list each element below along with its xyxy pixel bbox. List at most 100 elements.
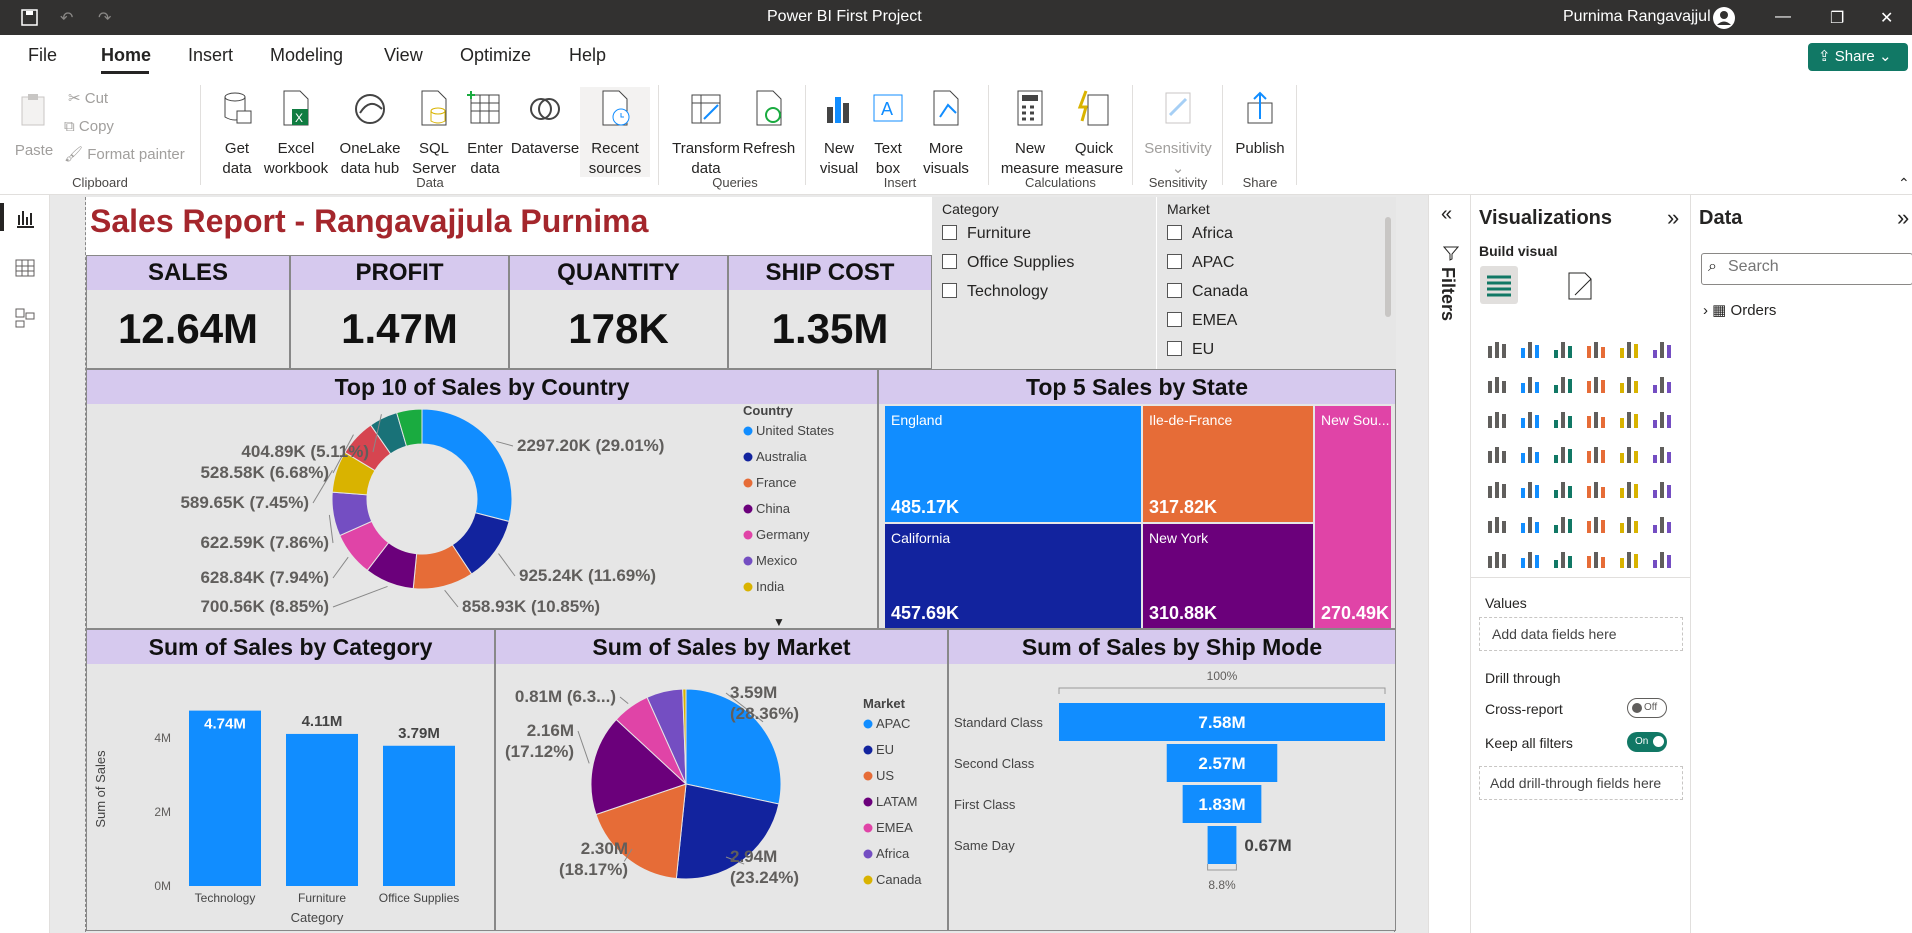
format-visual-tab-icon[interactable] [1563, 269, 1597, 303]
quick-measure-button[interactable]: Quick measure [1062, 89, 1126, 179]
funnel-bar[interactable] [1207, 826, 1237, 864]
copy-button[interactable]: ⧉ Copy [64, 117, 114, 137]
treemap-tile-california[interactable]: California 457.69K [885, 524, 1141, 628]
pie-slice[interactable] [590, 718, 687, 816]
checkbox[interactable] [1167, 254, 1182, 269]
publish-button[interactable]: Publish [1232, 89, 1288, 159]
legend-item[interactable]: US [876, 768, 894, 783]
slicer-scrollbar[interactable] [1385, 217, 1391, 317]
collapse-ribbon-icon[interactable]: ⌃ [1898, 175, 1910, 191]
more-visuals-icon[interactable] [1648, 545, 1674, 571]
table-view-icon[interactable] [14, 257, 36, 279]
multi-row-card-icon[interactable] [1648, 440, 1674, 466]
legend-item[interactable]: APAC [876, 716, 910, 731]
sql-server-button[interactable]: SQL Server [412, 89, 456, 179]
menu-home[interactable]: Home [101, 45, 152, 65]
undo-icon[interactable]: ↶ [60, 10, 74, 27]
ribbon-chart-icon[interactable] [1648, 370, 1674, 396]
values-drop-well[interactable]: Add data fields here [1479, 617, 1683, 651]
legend-scroll-down-icon[interactable]: ▼ [773, 615, 785, 628]
donut-chart-icon[interactable] [1615, 405, 1641, 431]
legend-item[interactable]: China [756, 501, 791, 516]
enter-data-button[interactable]: Enter data [462, 89, 508, 179]
report-view-icon[interactable] [14, 207, 36, 229]
power-automate-icon[interactable] [1615, 545, 1641, 571]
menu-modeling[interactable]: Modeling [270, 45, 344, 65]
format-painter-button[interactable]: 🖌 Format painter [64, 145, 185, 165]
clustered-bar-chart-icon[interactable] [1549, 335, 1575, 361]
get-data-button[interactable]: Get data [212, 89, 262, 179]
menu-help[interactable]: Help [569, 45, 607, 65]
menu-insert[interactable]: Insert [188, 45, 234, 65]
power-apps-icon[interactable] [1582, 545, 1608, 571]
legend-item[interactable]: Mexico [756, 553, 797, 568]
kpi-icon[interactable] [1483, 475, 1509, 501]
checkbox[interactable] [1167, 341, 1182, 356]
funnel-bar[interactable] [1182, 785, 1262, 823]
menu-file[interactable]: File [28, 45, 58, 65]
100-bar-chart-icon[interactable] [1615, 335, 1641, 361]
legend-item[interactable]: India [756, 579, 785, 594]
filled-map-icon[interactable] [1516, 440, 1542, 466]
minimize-icon[interactable]: — [1775, 8, 1791, 25]
legend-item[interactable]: Germany [756, 527, 810, 542]
table-icon[interactable] [1549, 475, 1575, 501]
bar-chart[interactable]: 0M 2M 4M Sum of Sales 4.74M Technology 4.11M Fu… [87, 664, 494, 930]
kpi-card-ship-cost[interactable]: SHIP COST 1.35M [728, 255, 932, 369]
search-box[interactable]: ⌕ [1701, 253, 1912, 285]
user-name[interactable]: Purnima Rangavajjul [1563, 8, 1711, 25]
funnel-bar[interactable] [1059, 703, 1385, 741]
category-slicer[interactable]: Category Furniture Office Supplies Techn… [932, 197, 1156, 369]
treemap-tile-new-york[interactable]: New York 310.88K [1143, 524, 1313, 628]
title-box[interactable]: Sales Report - Rangavajjula Purnima [86, 197, 932, 255]
waterfall-chart-icon[interactable] [1483, 405, 1509, 431]
bar[interactable] [286, 733, 358, 886]
recent-sources-button[interactable]: Recent sources [580, 87, 650, 177]
new-visual-button[interactable]: New visual [816, 89, 862, 179]
checkbox[interactable] [942, 225, 957, 240]
legend-item[interactable]: France [756, 475, 796, 490]
slicer-option-furniture[interactable]: Furniture [942, 225, 1031, 243]
line-column-chart-icon[interactable] [1582, 370, 1608, 396]
legend-item[interactable]: United States [756, 423, 835, 438]
excel-workbook-button[interactable]: X Excel workbook [262, 89, 330, 179]
treemap-tile-ile-de-france[interactable]: Ile-de-France 317.82K [1143, 406, 1313, 522]
refresh-button[interactable]: Refresh [742, 89, 796, 159]
kpi-card-quantity[interactable]: QUANTITY 178K [509, 255, 728, 369]
share-button[interactable]: ⇪ Share ⌄ [1808, 43, 1908, 71]
stacked-area-chart-icon[interactable] [1549, 370, 1575, 396]
state-treemap-visual[interactable]: Top 5 Sales by State England 485.17K Ile-… [878, 369, 1396, 629]
line-clustered-chart-icon[interactable] [1615, 370, 1641, 396]
shipmode-funnel-visual[interactable]: Sum of Sales by Ship Mode 100% 7.58M Stand… [948, 629, 1396, 931]
checkbox[interactable] [942, 283, 957, 298]
key-influencers-icon[interactable] [1516, 510, 1542, 536]
pie-chart[interactable]: 3.59M (28.36%) 2.94M (23.24%) 2.30M (18.17%) 2… [496, 664, 947, 930]
card-icon[interactable] [1615, 440, 1641, 466]
legend-item[interactable]: EU [876, 742, 894, 757]
qa-icon[interactable] [1549, 510, 1575, 536]
stacked-column-chart-icon[interactable] [1516, 335, 1542, 361]
drill-through-drop-well[interactable]: Add drill-through fields here [1479, 766, 1683, 800]
pie-slice[interactable] [682, 688, 687, 785]
save-icon[interactable] [20, 8, 40, 28]
card-new-icon[interactable] [1483, 545, 1509, 571]
slicer-option-technology[interactable]: Technology [942, 283, 1048, 301]
treemap-tile-new-south-wales[interactable]: New Sou... 270.49K [1315, 406, 1391, 628]
clustered-column-chart-icon[interactable] [1582, 335, 1608, 361]
pie-slice[interactable] [675, 783, 780, 880]
pie-slice[interactable] [396, 408, 423, 447]
legend-item[interactable]: Canada [876, 872, 922, 887]
table-orders[interactable]: › ▦ Orders [1703, 301, 1776, 319]
area-chart-icon[interactable] [1516, 370, 1542, 396]
legend-item[interactable]: LATAM [876, 794, 917, 809]
build-visual-tab-icon[interactable] [1479, 265, 1519, 305]
pie-slice[interactable] [421, 408, 513, 523]
market-slicer[interactable]: Market Africa APAC Canada EMEA EU [1156, 197, 1396, 369]
market-pie-visual[interactable]: Sum of Sales by Market 3.59M (28.36%) 2.94… [495, 629, 948, 931]
cross-report-toggle[interactable]: Off [1627, 698, 1667, 718]
r-visual-icon[interactable] [1582, 475, 1608, 501]
treemap-tile-england[interactable]: England 485.17K [885, 406, 1141, 522]
search-input[interactable] [1728, 258, 1908, 276]
line-chart-icon[interactable] [1483, 370, 1509, 396]
model-view-icon[interactable] [14, 307, 36, 329]
